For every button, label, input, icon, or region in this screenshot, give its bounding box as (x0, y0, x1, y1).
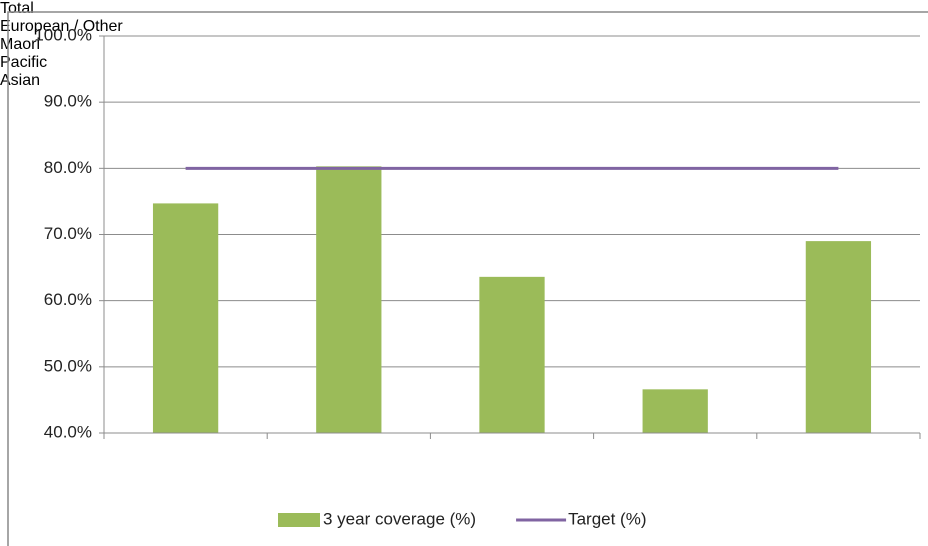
y-tick-label: 100.0% (34, 25, 92, 44)
x-tick-label: Maori (0, 36, 41, 53)
legend-label: Target (%) (568, 509, 646, 528)
y-tick-label: 50.0% (44, 356, 92, 375)
x-tick-label: European / Other (0, 18, 123, 35)
y-tick-label: 70.0% (44, 224, 92, 243)
y-tick-label: 60.0% (44, 290, 92, 309)
bar (479, 276, 545, 433)
legend-label: 3 year coverage (%) (323, 509, 476, 528)
legend-swatch (278, 513, 320, 527)
y-tick-label: 40.0% (44, 422, 92, 441)
bar (805, 241, 872, 433)
y-tick-label: 80.0% (44, 158, 92, 177)
chart-border (7, 11, 928, 546)
bar (152, 203, 219, 433)
bar (316, 166, 382, 433)
x-tick-label: Asian (0, 72, 41, 89)
y-tick-label: 90.0% (44, 92, 92, 111)
bar (642, 389, 708, 433)
x-tick-label: Pacific (0, 54, 48, 71)
